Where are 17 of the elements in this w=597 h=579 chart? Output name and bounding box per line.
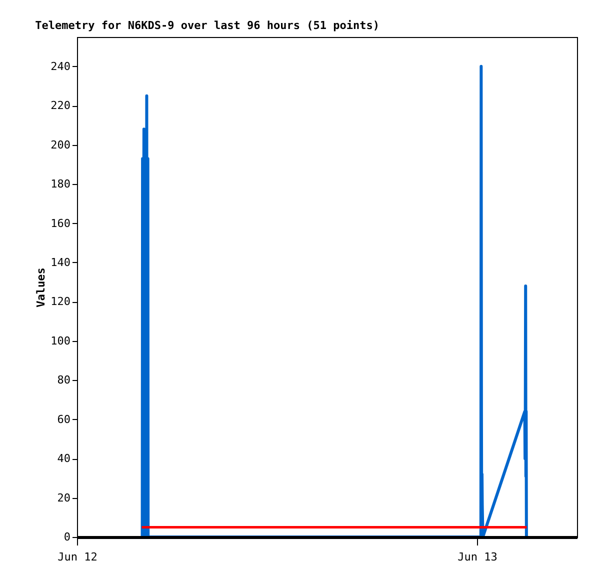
y-tick-label: 200 bbox=[50, 138, 70, 152]
y-tick-label: 140 bbox=[50, 256, 70, 269]
y-tick-label: 40 bbox=[57, 452, 70, 466]
y-axis-title: Values bbox=[34, 268, 48, 308]
y-tick-label: 20 bbox=[57, 491, 70, 504]
y-tick-label: 100 bbox=[50, 334, 70, 348]
y-tick-label: 220 bbox=[50, 99, 70, 112]
y-tick-label: 160 bbox=[50, 216, 70, 230]
x-tick-label: Jun 13 bbox=[458, 550, 498, 564]
y-tick-label: 80 bbox=[57, 374, 70, 387]
y-tick-label: 240 bbox=[50, 60, 70, 73]
y-tick-label: 60 bbox=[57, 412, 70, 426]
y-tick-label: 120 bbox=[50, 295, 70, 308]
y-tick-label: 180 bbox=[50, 178, 70, 191]
x-tick-label: Jun 12 bbox=[58, 550, 98, 564]
chart-title: Telemetry for N6KDS-9 over last 96 hours (51 points) bbox=[35, 19, 380, 32]
y-tick-label: 0 bbox=[64, 530, 70, 544]
